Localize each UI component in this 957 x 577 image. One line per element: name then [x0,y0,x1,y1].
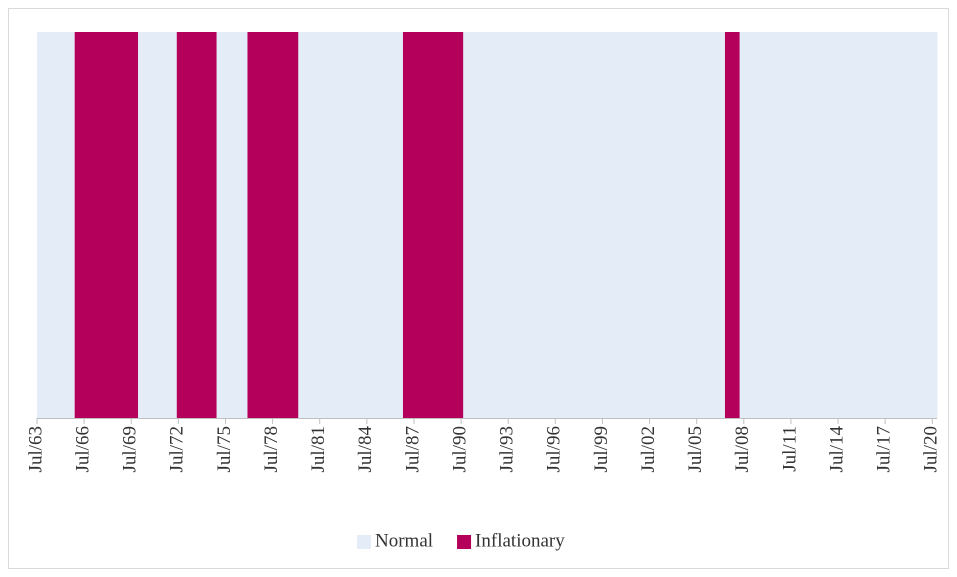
legend-swatch [457,535,472,549]
x-tick-label: Jul/14 [826,426,847,473]
x-tick-label: Jul/02 [638,426,659,472]
x-tick-label: Jul/87 [402,426,423,472]
regime-band [297,32,404,418]
regime-band [176,32,217,418]
x-tick-label: Jul/99 [591,426,612,472]
x-tick-label: Jul/90 [449,426,470,472]
legend-label: Normal [375,530,433,551]
x-tick-label: Jul/05 [685,426,706,472]
regime-band [37,32,76,418]
x-tick-label: Jul/20 [921,426,942,472]
regime-band [724,32,740,418]
legend-swatch [357,535,371,549]
x-tick-label: Jul/84 [355,426,376,473]
x-tick-label: Jul/72 [167,426,188,472]
regime-band [247,32,299,418]
x-tick-label: Jul/17 [874,426,895,472]
x-tick-label: Jul/69 [120,426,141,472]
x-tick-label: Jul/11 [779,426,800,472]
legend-label: Inflationary [475,530,565,551]
regime-band [462,32,726,418]
regime-band [402,32,464,418]
x-tick-label: Jul/96 [544,426,565,472]
x-tick-label: Jul/81 [308,426,329,472]
regime-band [137,32,178,418]
regime-band [74,32,139,418]
regime-band [216,32,248,418]
x-tick-label: Jul/63 [25,426,46,472]
x-tick-label: Jul/78 [261,426,282,472]
x-tick-label: Jul/93 [497,426,518,472]
regime-band [739,32,938,418]
x-tick-label: Jul/66 [72,426,93,472]
x-tick-label: Jul/75 [214,426,235,472]
x-tick-label: Jul/08 [732,426,753,472]
